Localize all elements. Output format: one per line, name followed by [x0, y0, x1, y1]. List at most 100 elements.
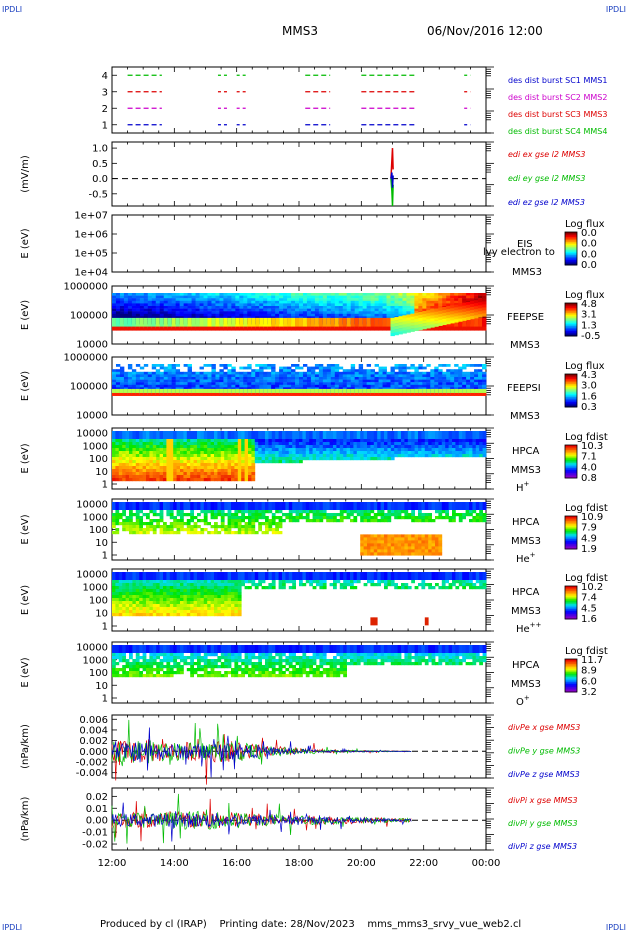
spectrogram-cell — [438, 313, 443, 317]
colorbar-cell — [565, 464, 577, 467]
spectrogram-cell — [318, 366, 324, 370]
spectrogram-cell — [373, 445, 378, 449]
spectrogram-cell — [115, 303, 121, 307]
spectrogram-cell — [123, 298, 129, 301]
spectrogram-cell — [151, 377, 157, 380]
spectrogram-cell — [207, 317, 212, 329]
spectrogram-cell — [115, 513, 120, 517]
spectrogram-cell — [367, 431, 371, 439]
spectrogram-cell — [271, 382, 276, 385]
spectrogram-cell — [159, 326, 165, 331]
spectrogram-cell — [176, 469, 181, 473]
spectrogram-cell — [374, 387, 379, 391]
spectrogram-cell — [322, 293, 328, 296]
spectrogram-cell — [285, 439, 290, 443]
spectrogram-cell — [346, 445, 351, 449]
spectrogram-cell — [211, 387, 216, 391]
spectrogram-cell — [263, 316, 268, 320]
spectrogram-cell — [334, 382, 340, 385]
spectrogram-cell — [326, 306, 332, 309]
spectrogram-cell — [326, 519, 330, 523]
spectrogram-cell — [482, 316, 487, 320]
spectrogram-cell — [251, 445, 256, 449]
spectrogram-cell — [358, 392, 364, 396]
spectrogram-cell — [187, 384, 192, 388]
colorbar-cell — [565, 402, 577, 405]
spectrogram-cell — [180, 469, 184, 473]
spectrogram-cell — [475, 451, 480, 455]
spectrogram-cell — [176, 448, 181, 452]
spectrogram-cell — [251, 313, 256, 317]
spectrogram-cell — [244, 469, 249, 473]
spectrogram-cell — [370, 392, 375, 396]
spectrogram-cell — [237, 466, 242, 470]
spectrogram-cell — [356, 439, 361, 443]
spectrogram-cell — [199, 382, 204, 385]
spectrogram-cell — [373, 431, 378, 439]
spectrogram-cell — [394, 295, 399, 299]
spectrogram-cell — [370, 295, 375, 299]
spectrogram-cell — [275, 303, 280, 307]
spectrogram-cell — [474, 306, 479, 310]
spectrogram-cell — [360, 445, 364, 449]
spectrogram-cell — [370, 382, 375, 385]
spectrogram-cell — [259, 371, 264, 375]
spectrogram-cell — [203, 451, 208, 455]
spectrogram-cell — [151, 364, 157, 367]
spectrogram-cell — [167, 392, 173, 396]
spectrogram-cell — [374, 298, 379, 301]
spectrogram-cell — [215, 371, 220, 375]
spectrogram-cell — [203, 513, 208, 517]
spectrogram-cell — [135, 293, 141, 296]
spectrogram-cell — [285, 454, 290, 458]
spectrogram-cell — [207, 384, 212, 388]
spectrogram-cell — [112, 439, 116, 443]
spectrogram-cell — [394, 388, 399, 395]
spectrogram-cell — [183, 371, 188, 375]
spectrogram-cell — [151, 303, 157, 307]
spectrogram-cell — [143, 295, 149, 299]
spectrogram-cell — [115, 522, 120, 526]
spectrogram-cell — [265, 451, 269, 455]
spectrogram-cell — [173, 478, 177, 482]
spectrogram-cell — [175, 313, 181, 317]
spectrogram-cell — [241, 442, 245, 446]
spectrogram-cell — [119, 326, 125, 331]
spectrogram-cell — [414, 382, 419, 385]
spectrogram-cell — [155, 300, 161, 304]
spectrogram-cell — [215, 382, 220, 385]
spectrogram-cell — [251, 478, 256, 482]
colorbar-cell — [565, 382, 577, 385]
spectrogram-cell — [434, 384, 439, 388]
spectrogram-cell — [378, 298, 383, 301]
spectrogram-cell — [191, 384, 196, 388]
spectrogram-cell — [299, 295, 304, 299]
spectrogram-cell — [125, 519, 130, 523]
spectrogram-cell — [197, 525, 201, 529]
spectrogram-cell — [265, 528, 269, 532]
spectrogram-cell — [454, 392, 459, 396]
y-tick-label: 1000 — [83, 512, 108, 523]
spectrogram-cell — [299, 457, 303, 461]
spectrogram-cell — [187, 317, 192, 329]
spectrogram-cell — [143, 300, 149, 304]
spectrogram-cell — [199, 388, 204, 395]
spectrogram-cell — [156, 466, 160, 470]
spectrogram-cell — [210, 478, 215, 482]
spectrogram-cell — [401, 454, 405, 458]
spectrogram-cell — [112, 448, 116, 452]
spectrogram-cell — [123, 311, 129, 314]
spectrogram-cell — [180, 522, 184, 526]
spectrogram-cell — [322, 308, 328, 312]
spectrogram-cell — [248, 531, 252, 535]
spectrogram-cell — [448, 442, 453, 446]
spectrogram-cell — [431, 454, 436, 458]
spectrogram-cell — [135, 364, 141, 367]
spectrogram-cell — [354, 308, 360, 312]
spectrogram-cell — [382, 295, 387, 299]
spectrogram-cell — [171, 316, 177, 320]
spectrogram-cell — [203, 300, 208, 304]
spectrogram-cell — [271, 371, 276, 375]
spectrogram-cell — [159, 478, 164, 482]
spectrogram-cell — [203, 475, 208, 479]
